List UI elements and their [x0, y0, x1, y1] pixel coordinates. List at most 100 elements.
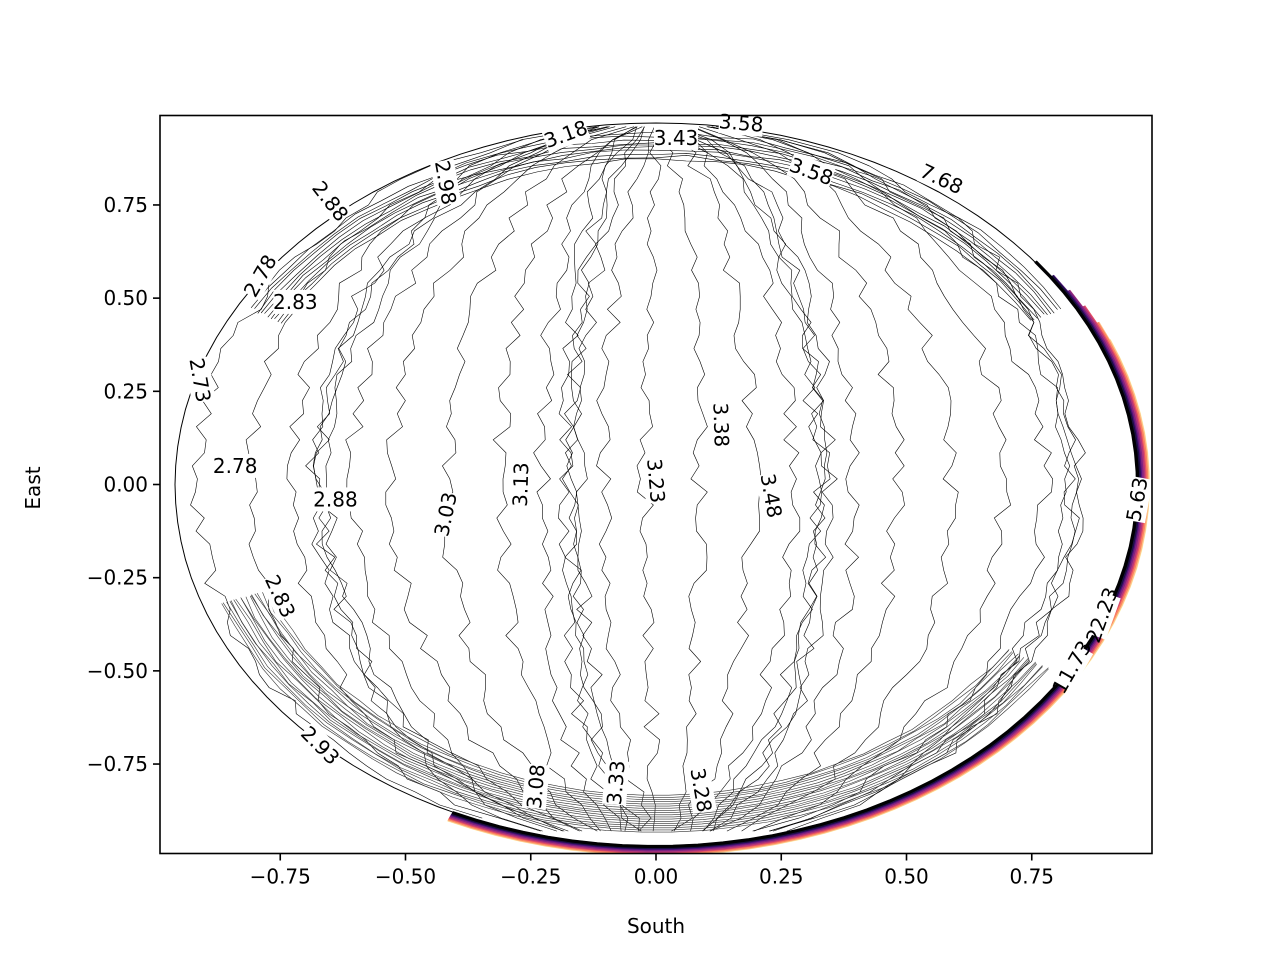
- contour-line: [573, 126, 645, 832]
- contour-label-group: 2.88: [313, 487, 358, 512]
- contour-label-halo: [507, 462, 534, 507]
- contour-line: [320, 126, 610, 832]
- contour-line: [558, 126, 637, 832]
- contour-line: [245, 596, 1029, 813]
- contour-label-group: 3.08: [522, 763, 550, 809]
- contour-line: [240, 597, 1030, 816]
- x-tick-label: 0.50: [884, 865, 929, 889]
- x-tick-label: 0.25: [759, 865, 804, 889]
- x-tick-label: −0.25: [500, 865, 561, 889]
- contour-label-halo: [642, 457, 670, 504]
- y-tick-label: −0.25: [87, 566, 148, 590]
- contour-label-group: 2.78: [213, 453, 258, 478]
- contour-line: [692, 126, 905, 832]
- plot-content: 3.18 3.433.583.58 7.682.88 2.982.782.832.73…: [174, 109, 1153, 854]
- contour-line: [233, 599, 1037, 822]
- contour-label-halo: [307, 176, 354, 226]
- contour-label-halo: [654, 125, 698, 150]
- contour-label-halo: [184, 356, 216, 404]
- contour-line: [533, 126, 643, 832]
- contour-line: [668, 126, 801, 832]
- x-tick-label: −0.50: [375, 865, 436, 889]
- y-axis: −0.75 −0.50 −0.25 0.00 0.25 0.50 0.75: [87, 193, 160, 776]
- contour-line: [190, 139, 524, 819]
- y-axis-title: East: [21, 466, 45, 509]
- y-tick-label: 0.00: [103, 473, 148, 497]
- contour-line: [312, 126, 608, 832]
- contour-line: [636, 126, 662, 832]
- contour-label-halo: [238, 250, 282, 301]
- contour-line: [270, 149, 1042, 320]
- contour-label-group: 2.83: [273, 289, 318, 314]
- y-tick-label: 0.75: [103, 193, 148, 217]
- x-axis: −0.75 −0.50 −0.25 0.00 0.25 0.50 0.75: [250, 853, 1054, 889]
- x-axis-title: South: [627, 914, 685, 938]
- contour-line: [235, 598, 1036, 820]
- contour-label: 2.88: [313, 487, 358, 511]
- contour-label-group: 3.43: [654, 125, 699, 150]
- contour-label-halo: [521, 763, 550, 810]
- contour-label: 3.43: [654, 126, 699, 150]
- x-tick-label: 0.75: [1009, 865, 1054, 889]
- contour-line: [672, 126, 828, 832]
- contour-label: 2.78: [213, 454, 258, 478]
- contour-line: [681, 126, 831, 832]
- contour-line: [442, 126, 635, 832]
- contour-label-halo: [708, 402, 734, 448]
- contour-line: [345, 126, 616, 832]
- contour-line: [596, 126, 655, 832]
- contour-label-halo: [916, 158, 967, 200]
- contour-line: [226, 601, 1043, 829]
- contour-label-halo: [296, 721, 345, 770]
- contour-label-halo: [1050, 642, 1094, 693]
- y-tick-label: −0.50: [87, 659, 148, 683]
- contour-label: 3.58: [718, 109, 764, 137]
- y-tick-label: 0.50: [103, 286, 148, 310]
- contour-label-halo: [260, 571, 301, 622]
- contour-line: [230, 600, 1037, 824]
- contour-line: [385, 126, 627, 832]
- contour-line: [711, 126, 1012, 832]
- contour-label-halo: [786, 152, 837, 191]
- contour-label: 3.08: [522, 763, 550, 809]
- x-tick-label: 0.00: [634, 865, 679, 889]
- contour-label-group: 3.58: [718, 109, 764, 137]
- contour-label: 3.23: [642, 458, 670, 504]
- contour-line: [562, 126, 637, 832]
- y-tick-label: 0.25: [103, 379, 148, 403]
- contour-label: 3.13: [508, 462, 534, 507]
- contour-line: [769, 139, 1082, 832]
- contour-label-halo: [313, 487, 358, 512]
- x-tick-label: −0.75: [250, 865, 311, 889]
- contour-line: [250, 595, 1020, 809]
- contour-line: [699, 126, 959, 832]
- contour-line: [660, 126, 708, 832]
- contour-label-halo: [541, 115, 591, 153]
- contour-label-group: 3.23: [642, 458, 670, 504]
- contour-line: [174, 122, 1138, 847]
- contour-line: [277, 154, 1035, 323]
- contour-label-group: 3.13: [508, 462, 534, 507]
- contour-label: 3.38: [708, 402, 734, 447]
- contour-line: [249, 595, 1025, 811]
- contour-line: [691, 126, 860, 832]
- y-tick-label: −0.75: [87, 752, 148, 776]
- contour-label-group: 2.73: [184, 356, 215, 404]
- contour-line: [221, 603, 1049, 833]
- contour-line: [716, 126, 1086, 832]
- contour-line: [229, 601, 1043, 826]
- contour-field: [174, 122, 1151, 854]
- contour-line: [280, 158, 1032, 324]
- contour-line: [222, 602, 1049, 831]
- contour-label-group: 3.38: [708, 402, 734, 447]
- contour-label: 3.33: [602, 759, 630, 805]
- contour-line: [240, 598, 1030, 818]
- contour-label-halo: [429, 158, 462, 207]
- contour-line: [675, 126, 838, 832]
- contour-label-group: 3.48: [756, 472, 787, 520]
- contour-label-halo: [1121, 475, 1153, 524]
- contour-label-halo: [1083, 590, 1121, 640]
- contour-line: [492, 126, 638, 832]
- contour-line: [682, 126, 823, 832]
